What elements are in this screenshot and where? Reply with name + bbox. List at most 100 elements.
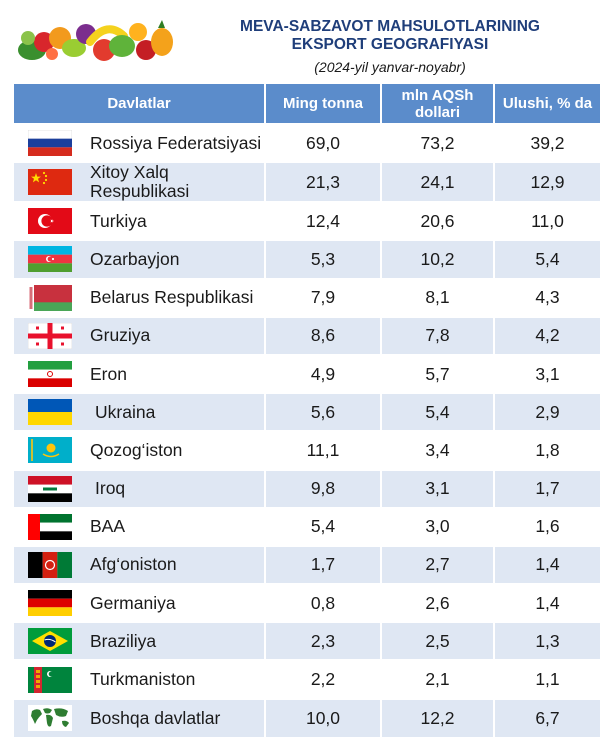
usd-cell: 73,2 <box>381 122 495 163</box>
title-line-2: EKSPORT GEOGRAFIYASI <box>291 36 489 53</box>
table-row: Xitoy Xalq Respublikasi 21,3 24,1 12,9 <box>14 161 600 203</box>
tons-cell: 4,9 <box>265 353 382 394</box>
table-row: Ozarbayjon 5,3 10,2 5,4 <box>14 239 600 279</box>
share-cell: 1,6 <box>494 506 600 546</box>
country-cell: Ukraina <box>14 392 266 432</box>
tons-cell: 2,2 <box>265 659 382 699</box>
country-name: Gruziya <box>90 325 151 346</box>
column-header-share: Ulushi, % da <box>494 84 600 124</box>
belarus-flag-icon <box>28 284 72 311</box>
brazil-flag-icon <box>28 628 72 655</box>
world-map-icon <box>28 705 72 732</box>
country-name: Eron <box>90 363 127 384</box>
table-row: Turkmaniston 2,2 2,1 1,1 <box>14 659 600 699</box>
usd-cell: 8,1 <box>381 277 495 317</box>
share-cell: 4,3 <box>494 277 600 317</box>
share-cell: 1,1 <box>494 659 600 699</box>
tons-cell: 10,0 <box>265 697 382 737</box>
russia-flag-icon <box>28 130 72 157</box>
usd-cell: 2,5 <box>381 621 495 661</box>
usd-cell: 3,4 <box>381 430 495 470</box>
country-name: Afg‘oniston <box>90 554 177 575</box>
share-cell: 1,3 <box>494 621 600 661</box>
tons-cell: 21,3 <box>265 161 382 203</box>
fruits-vegetables-icon <box>18 20 173 61</box>
share-cell: 5,4 <box>494 239 600 279</box>
country-cell: Belarus Respublikasi <box>14 277 266 317</box>
share-cell: 1,8 <box>494 430 600 470</box>
uae-flag-icon <box>28 513 72 540</box>
country-cell: Gruziya <box>14 315 266 355</box>
georgia-flag-icon <box>28 322 72 349</box>
tons-cell: 5,3 <box>265 239 382 279</box>
usd-cell: 24,1 <box>381 161 495 203</box>
usd-cell: 3,1 <box>381 468 495 508</box>
country-name: Belarus Respublikasi <box>90 287 254 308</box>
tons-cell: 12,4 <box>265 201 382 241</box>
tons-cell: 69,0 <box>265 122 382 163</box>
share-cell: 4,2 <box>494 315 600 355</box>
table-row: Rossiya Federatsiyasi 69,0 73,2 39,2 <box>14 122 600 163</box>
table-row: Boshqa davlatlar 10,0 12,2 6,7 <box>14 697 600 737</box>
country-cell: Ozarbayjon <box>14 239 266 279</box>
tons-cell: 9,8 <box>265 468 382 508</box>
tons-cell: 5,4 <box>265 506 382 546</box>
country-cell: Turkmaniston <box>14 659 266 699</box>
table-row: BAA 5,4 3,0 1,6 <box>14 506 600 546</box>
usd-cell: 5,4 <box>381 392 495 432</box>
country-name: Germaniya <box>90 592 176 613</box>
country-cell: Braziliya <box>14 621 266 661</box>
usd-cell: 20,6 <box>381 201 495 241</box>
table-row: Belarus Respublikasi 7,9 8,1 4,3 <box>14 277 600 317</box>
table-row: Germaniya 0,8 2,6 1,4 <box>14 583 600 623</box>
share-cell: 1,4 <box>494 583 600 623</box>
tons-cell: 7,9 <box>265 277 382 317</box>
country-name: Qozog‘iston <box>90 439 183 460</box>
usd-cell: 2,6 <box>381 583 495 623</box>
country-cell: Qozog‘iston <box>14 430 266 470</box>
share-cell: 1,7 <box>494 468 600 508</box>
usd-cell: 7,8 <box>381 315 495 355</box>
country-name: Braziliya <box>90 630 157 651</box>
country-cell: Xitoy Xalq Respublikasi <box>14 161 266 203</box>
country-name: Rossiya Federatsiyasi <box>90 132 262 153</box>
iraq-flag-icon <box>28 475 72 502</box>
kazakhstan-flag-icon <box>28 437 72 464</box>
share-cell: 3,1 <box>494 353 600 394</box>
tons-cell: 0,8 <box>265 583 382 623</box>
tons-cell: 8,6 <box>265 315 382 355</box>
usd-cell: 3,0 <box>381 506 495 546</box>
country-cell: Germaniya <box>14 583 266 623</box>
table-header-row: Davlatlar Ming tonna mln AQSh dollari Ul… <box>14 84 600 124</box>
country-name: Turkmaniston <box>90 669 196 690</box>
share-cell: 39,2 <box>494 122 600 163</box>
country-name: Iroq <box>95 478 126 499</box>
tons-cell: 1,7 <box>265 544 382 585</box>
page-title: MEVA-SABZAVOT MAHSULOTLARINING EKSPORT G… <box>190 18 590 54</box>
ukraine-flag-icon <box>28 399 72 426</box>
usd-cell: 10,2 <box>381 239 495 279</box>
country-name: Ukraina <box>95 401 156 422</box>
country-name: Boshqa davlatlar <box>90 707 221 728</box>
usd-cell: 2,7 <box>381 544 495 585</box>
country-cell: Turkiya <box>14 201 266 241</box>
germany-flag-icon <box>28 590 72 617</box>
title-line-1: MEVA-SABZAVOT MAHSULOTLARINING <box>240 18 540 35</box>
column-header-tons: Ming tonna <box>265 84 382 124</box>
export-table: Davlatlar Ming tonna mln AQSh dollari Ul… <box>14 84 600 737</box>
country-cell: Iroq <box>14 468 266 508</box>
country-name: Xitoy Xalq Respublikasi <box>90 162 190 202</box>
share-cell: 2,9 <box>494 392 600 432</box>
afghanistan-flag-icon <box>28 551 72 578</box>
table-row: Afg‘oniston 1,7 2,7 1,4 <box>14 544 600 585</box>
country-cell: Boshqa davlatlar <box>14 697 266 737</box>
table-row: Eron 4,9 5,7 3,1 <box>14 353 600 394</box>
country-cell: Eron <box>14 353 266 394</box>
table-row: Qozog‘iston 11,1 3,4 1,8 <box>14 430 600 470</box>
china-flag-icon <box>28 169 72 196</box>
page-subtitle: (2024-yil yanvar-noyabr) <box>314 59 466 75</box>
table-row: Iroq 9,8 3,1 1,7 <box>14 468 600 508</box>
share-cell: 1,4 <box>494 544 600 585</box>
usd-cell: 12,2 <box>381 697 495 737</box>
column-header-usd: mln AQSh dollari <box>381 84 495 124</box>
